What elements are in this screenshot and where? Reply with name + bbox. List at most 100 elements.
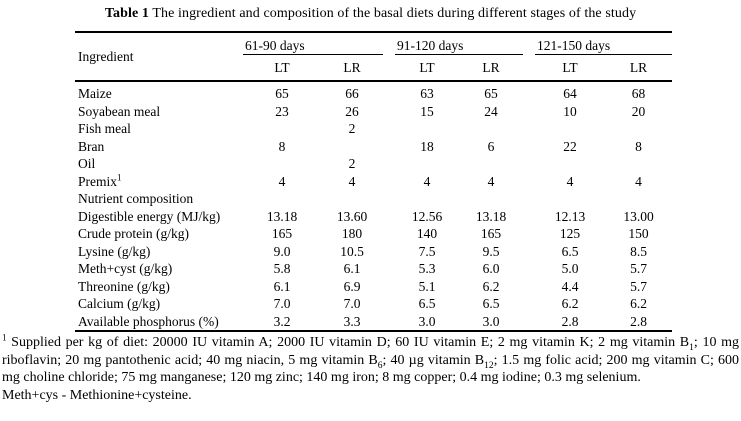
- treatment-header-lt-1: LT: [243, 54, 321, 82]
- row-label: Maize: [78, 86, 112, 101]
- cell-value: 13.00: [623, 208, 654, 224]
- cell-value: 5.7: [630, 278, 647, 294]
- treatment-header-lr-3: LR: [605, 54, 672, 82]
- row-label: Available phosphorus (%): [78, 313, 219, 329]
- column-gap: [383, 208, 395, 226]
- table-row: Lysine (g/kg) 9.0 10.5 7.5 9.5 6.5 8.5: [75, 243, 672, 261]
- table-row: Premix1 4 4 4 4 4 4: [75, 173, 672, 191]
- row-label: Calcium (g/kg): [78, 296, 161, 311]
- cell-value: [395, 190, 459, 208]
- cell-value: 4: [423, 173, 431, 189]
- cell-value: 3.0: [482, 313, 500, 329]
- cell-value: 8: [278, 138, 286, 154]
- cell-value: 22: [563, 138, 577, 154]
- column-gap: [523, 120, 535, 138]
- cell-value: 6.2: [561, 296, 579, 311]
- treatment-header-lr-2: LR: [459, 54, 523, 82]
- cell-value: 6.2: [482, 278, 500, 294]
- column-gap: [523, 313, 535, 332]
- footnote-text: ; 40 µg vitamin B: [382, 352, 485, 368]
- cell-value: 9.0: [273, 243, 291, 259]
- row-label: Threonine (g/kg): [78, 278, 170, 294]
- row-label: Bran: [78, 138, 105, 154]
- column-gap: [523, 278, 535, 296]
- cell-value: 3.2: [273, 313, 291, 329]
- cell-value: 23: [275, 103, 289, 119]
- cell-value: [243, 120, 321, 138]
- cell-value: [321, 138, 383, 156]
- cell-value: 12.13: [554, 208, 586, 224]
- cell-value: 13.18: [266, 208, 298, 224]
- cell-value: 10.5: [340, 243, 364, 259]
- footnote-text: ; 1.5 mg folic acid; 200 mg vitamin C; 6…: [2, 352, 739, 386]
- column-gap: [383, 243, 395, 261]
- column-gap: [383, 81, 395, 103]
- section-row: Nutrient composition: [75, 190, 672, 208]
- cell-value: 4: [566, 173, 574, 189]
- cell-value: 65: [484, 86, 498, 101]
- cell-value: [395, 155, 459, 173]
- table-row: Digestible energy (MJ/kg) 13.18 13.60 12.56…: [75, 208, 672, 226]
- row-label: Oil: [78, 156, 96, 171]
- cell-value: 3.3: [343, 313, 361, 329]
- stage-header-121-150-days: 121-150 days: [535, 32, 672, 55]
- column-gap: [383, 103, 395, 121]
- column-gap: [383, 295, 395, 313]
- cell-value: 24: [484, 103, 498, 119]
- stage-header-61-90-days: 61-90 days: [243, 32, 383, 55]
- table-row: Meth+cyst (g/kg) 5.8 6.1 5.3 6.0 5.0 5.7: [75, 260, 672, 278]
- cell-value: 6.5: [482, 296, 500, 311]
- column-gap: [383, 190, 395, 208]
- column-gap: [523, 81, 535, 103]
- row-label: Lysine (g/kg): [78, 243, 151, 259]
- cell-value: 63: [420, 86, 434, 101]
- ingredient-column-header: Ingredient: [75, 32, 243, 82]
- column-gap: [383, 120, 395, 138]
- column-gap: [523, 243, 535, 261]
- cell-value: 15: [420, 103, 434, 119]
- table-body: Maize 65 66 63 65 64 68 Soyabean meal 23 26 15 24 10…: [75, 81, 672, 331]
- column-gap: [523, 138, 535, 156]
- cell-value: 64: [563, 86, 577, 101]
- cell-value: 7.0: [343, 296, 361, 311]
- cell-value: 5.1: [418, 278, 436, 294]
- column-gap: [383, 155, 395, 173]
- cell-value: 6.2: [630, 296, 647, 311]
- treatment-header-lr-1: LR: [321, 54, 383, 82]
- table-row: Crude protein (g/kg) 165 180 140 165 125 150: [75, 225, 672, 243]
- cell-value: 2.8: [561, 313, 579, 329]
- cell-value: [459, 120, 523, 138]
- table-row: Calcium (g/kg) 7.0 7.0 6.5 6.5 6.2 6.2: [75, 295, 672, 313]
- cell-value: 125: [559, 226, 581, 241]
- column-gap: [523, 103, 535, 121]
- footnote-premix-supplied: 1 Supplied per kg of diet: 20000 IU vita…: [2, 333, 739, 387]
- column-gap: [383, 54, 395, 82]
- cell-value: 7.0: [273, 296, 291, 311]
- cell-value: 4: [348, 173, 356, 189]
- cell-value: 4: [278, 173, 286, 189]
- column-gap: [523, 32, 535, 55]
- table-caption: Table 1 The ingredient and composition o…: [0, 0, 741, 22]
- cell-value: 5.7: [630, 261, 647, 276]
- row-label: Fish meal: [78, 121, 131, 136]
- column-gap: [523, 155, 535, 173]
- cell-value: 6.1: [273, 278, 291, 294]
- footnote-sub: 6: [377, 360, 383, 371]
- cell-value: [243, 155, 321, 173]
- cell-value: 6.0: [482, 261, 500, 276]
- column-gap: [383, 138, 395, 156]
- cell-value: 150: [628, 226, 649, 241]
- cell-value: [605, 120, 672, 138]
- basal-diet-table: Ingredient 61-90 days 91-120 days 121-15…: [75, 31, 672, 332]
- cell-value: [395, 120, 459, 138]
- cell-value: [321, 190, 383, 208]
- cell-value: 6.5: [561, 243, 579, 259]
- cell-value: 13.18: [475, 208, 507, 224]
- column-gap: [383, 32, 395, 55]
- table-row: Oil 2: [75, 155, 672, 173]
- cell-value: 165: [271, 226, 293, 241]
- cell-value: [535, 155, 605, 173]
- footnote-sub: 12: [484, 360, 494, 371]
- cell-value: 2: [348, 121, 356, 136]
